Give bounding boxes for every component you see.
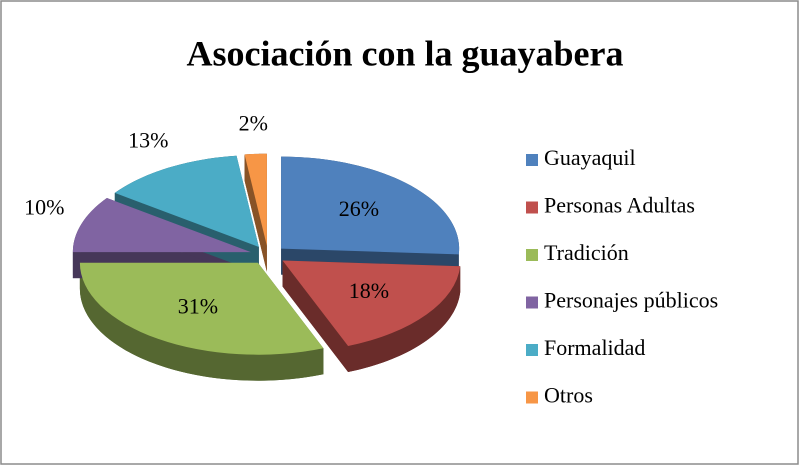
data-label: 2% [239,111,268,136]
legend-swatch [526,201,538,214]
legend-label: Otros [544,383,593,408]
pie-slice [281,156,460,255]
slice-wall [244,154,267,272]
pie-slice [79,262,324,355]
legend-label: Personajes públicos [544,288,718,313]
pie-slice [244,153,267,246]
data-label: 10% [24,194,64,219]
legend-label: Personas Adultas [544,193,695,218]
data-label: 18% [349,278,389,303]
slice-rim [79,262,324,381]
data-label: 31% [178,293,218,318]
legend-swatch [526,296,538,309]
legend-label: Guayaquil [544,145,636,170]
legend-label: Tradición [544,240,629,265]
slice-wall [282,260,349,373]
legend-swatch [526,154,538,166]
pie-slice [72,198,251,253]
legend-swatch [526,249,538,261]
data-label: 13% [128,127,168,152]
legend-swatch [526,391,538,404]
chart-title: Asociación con la guayabera [187,33,624,73]
slice-rim [348,266,461,373]
pie-slice [114,155,259,247]
data-label: 26% [339,196,379,221]
legend-swatch [526,344,538,356]
pie-slice [282,260,461,347]
legend-label: Formalidad [544,335,645,360]
